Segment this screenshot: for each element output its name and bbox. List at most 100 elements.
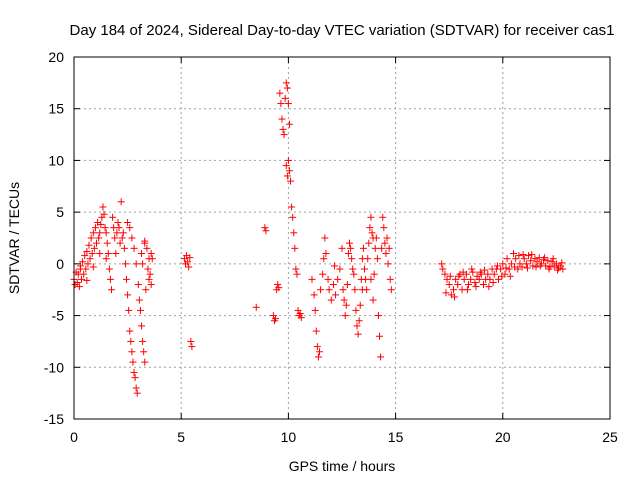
y-axis-label: SDTVAR / TECUs	[6, 182, 22, 294]
data-point	[287, 177, 295, 185]
data-point	[317, 286, 325, 294]
data-point	[103, 239, 111, 247]
data-point	[367, 275, 375, 283]
x-tick-label: 20	[495, 429, 511, 445]
data-point	[135, 296, 143, 304]
data-point	[467, 275, 475, 283]
data-point	[459, 268, 467, 276]
data-point	[525, 252, 533, 260]
data-point	[308, 275, 316, 283]
data-point	[285, 167, 293, 175]
data-points	[70, 79, 567, 397]
data-point	[106, 275, 114, 283]
data-point	[82, 265, 90, 273]
x-tick-label: 15	[388, 429, 404, 445]
data-point	[452, 275, 460, 283]
data-point	[446, 272, 454, 280]
data-point	[439, 265, 447, 273]
data-point	[528, 251, 536, 259]
data-point	[376, 332, 384, 340]
data-point	[79, 258, 87, 266]
data-point	[276, 89, 284, 97]
data-point	[443, 275, 451, 283]
data-point	[369, 296, 377, 304]
data-point	[86, 255, 94, 263]
data-point	[320, 255, 328, 263]
x-tick-label: 5	[177, 429, 185, 445]
y-tick-label: 5	[56, 204, 64, 220]
x-tick-label: 0	[70, 429, 78, 445]
data-point	[148, 255, 156, 263]
data-point	[116, 239, 124, 247]
data-point	[133, 389, 141, 397]
data-point	[327, 296, 335, 304]
data-point	[83, 276, 91, 284]
data-point	[272, 315, 280, 323]
data-point	[361, 265, 369, 273]
data-point	[311, 306, 319, 314]
data-point	[484, 270, 492, 278]
x-tick-label: 10	[281, 429, 297, 445]
data-point	[144, 265, 152, 273]
data-point	[99, 203, 107, 211]
data-point	[288, 203, 296, 211]
data-point	[312, 327, 320, 335]
data-point	[126, 327, 134, 335]
data-point	[283, 172, 291, 180]
data-point	[549, 255, 557, 263]
data-point	[97, 221, 105, 229]
data-point	[293, 270, 301, 278]
data-point	[87, 234, 95, 242]
data-point	[380, 224, 388, 232]
data-point	[381, 239, 389, 247]
y-tick-label: 20	[48, 49, 64, 65]
data-point	[112, 250, 120, 258]
data-point	[132, 260, 140, 268]
data-point	[476, 268, 484, 276]
data-point	[382, 250, 390, 258]
data-point	[334, 275, 342, 283]
data-point	[533, 258, 541, 266]
data-point	[455, 272, 463, 280]
chart-title: Day 184 of 2024, Sidereal Day-to-day VTE…	[70, 22, 615, 39]
data-point	[503, 255, 511, 263]
data-point	[449, 286, 457, 294]
data-point	[102, 229, 110, 237]
data-point	[252, 303, 260, 311]
data-point	[358, 286, 366, 294]
data-point	[378, 244, 386, 252]
data-point	[468, 265, 476, 273]
data-point	[515, 252, 523, 260]
data-point	[117, 198, 125, 206]
x-tick-label: 25	[602, 429, 618, 445]
data-point	[385, 244, 393, 252]
data-point	[544, 257, 552, 265]
data-point	[451, 293, 459, 301]
data-point	[329, 281, 337, 289]
data-point	[321, 234, 329, 242]
data-point	[130, 368, 138, 376]
data-point	[139, 337, 147, 345]
data-point	[346, 239, 354, 247]
data-point	[285, 120, 293, 128]
data-point	[342, 301, 350, 309]
data-point	[438, 260, 446, 268]
data-point	[284, 156, 292, 164]
data-point	[552, 260, 560, 268]
data-point	[125, 306, 133, 314]
data-point	[532, 263, 540, 271]
data-point	[379, 213, 387, 221]
data-point	[289, 213, 297, 221]
data-point	[347, 244, 355, 252]
data-point	[338, 244, 346, 252]
data-point	[349, 265, 357, 273]
data-point	[138, 250, 146, 258]
data-point	[75, 283, 83, 291]
data-point	[527, 257, 535, 265]
data-point	[88, 250, 96, 258]
data-point	[126, 224, 134, 232]
data-point	[123, 275, 131, 283]
data-point	[138, 322, 146, 330]
data-point	[518, 263, 526, 271]
data-point	[284, 100, 292, 108]
